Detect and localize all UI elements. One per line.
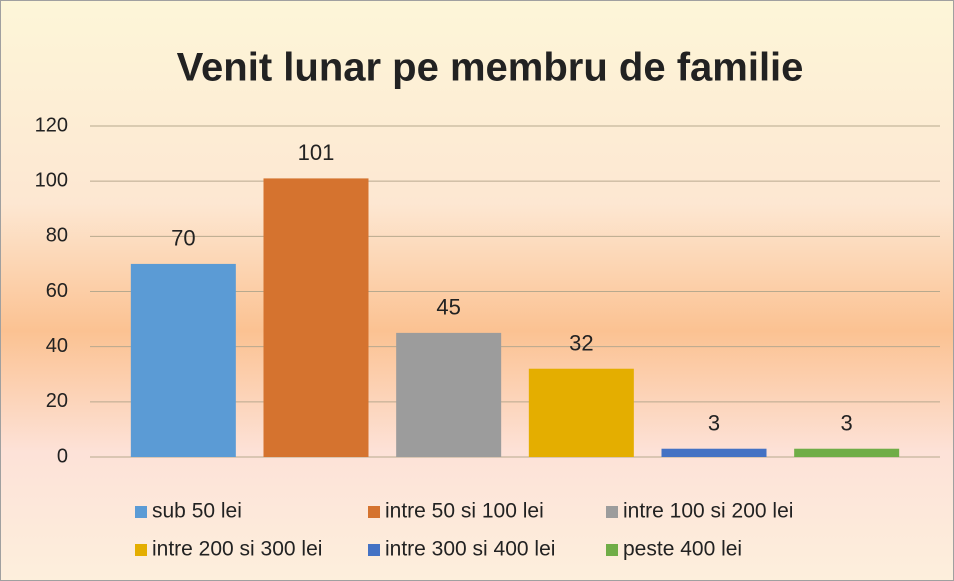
- legend-label: sub 50 lei: [152, 500, 242, 523]
- value-label: 3: [708, 411, 720, 436]
- bar: [130, 263, 236, 457]
- value-label: 101: [298, 140, 335, 165]
- legend-swatch: [135, 544, 147, 556]
- legend-swatch: [368, 506, 380, 518]
- chart-title: Venit lunar pe membru de familie: [177, 46, 804, 90]
- legend-label: peste 400 lei: [623, 538, 742, 561]
- legend-label: intre 100 si 200 lei: [623, 500, 793, 523]
- y-tick-label: 20: [46, 390, 68, 412]
- value-label: 3: [841, 411, 853, 436]
- bar: [661, 448, 767, 457]
- legend-label: intre 300 si 400 lei: [385, 538, 555, 561]
- y-tick-label: 60: [46, 280, 68, 302]
- legend-swatch: [368, 544, 380, 556]
- y-tick-label: 80: [46, 225, 68, 247]
- y-tick-label: 0: [57, 445, 68, 467]
- y-tick-label: 120: [35, 114, 68, 136]
- value-label: 70: [171, 226, 195, 251]
- y-tick-label: 40: [46, 335, 68, 357]
- legend-swatch: [135, 506, 147, 518]
- y-tick-label: 100: [35, 169, 68, 191]
- bar: [396, 332, 502, 457]
- value-label: 32: [569, 331, 593, 356]
- bar: [528, 368, 634, 457]
- legend-swatch: [606, 544, 618, 556]
- legend-label: intre 50 si 100 lei: [385, 500, 544, 523]
- legend-label: intre 200 si 300 lei: [152, 538, 322, 561]
- value-label: 45: [436, 295, 460, 320]
- bar: [263, 178, 369, 458]
- legend-swatch: [606, 506, 618, 518]
- bar: [794, 448, 900, 457]
